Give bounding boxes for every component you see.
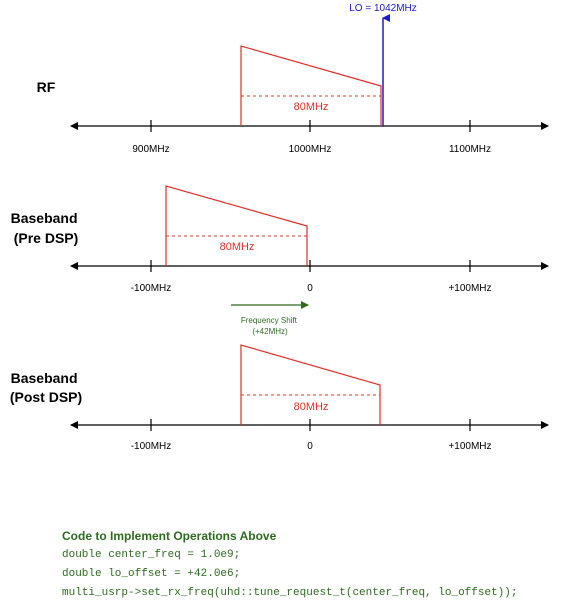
post-dsp-section: Baseband (Post DSP) -100MHz 0 +100MHz 80… bbox=[10, 344, 549, 452]
code-line: multi_usrp->set_rx_freq(uhd::tune_reques… bbox=[62, 587, 518, 599]
rf-tick-label-1000: 1000MHz bbox=[289, 144, 332, 155]
pre-dsp-label-line-2: (Pre DSP) bbox=[14, 230, 79, 246]
rf-tick-label-1100: 1100MHz bbox=[449, 144, 491, 155]
pre-dsp-tick-label-minus100: -100MHz bbox=[131, 283, 172, 294]
rf-spectrum-shape bbox=[240, 45, 382, 126]
shift-label: Frequency Shift (+42MHz) bbox=[241, 316, 299, 336]
rf-label-line: RF bbox=[37, 79, 56, 95]
code-block: Code to Implement Operations Above doubl… bbox=[62, 526, 562, 603]
pre-dsp-section: Baseband (Pre DSP) -100MHz 0 +100MHz 80M… bbox=[11, 185, 549, 294]
rf-tick-label-900: 900MHz bbox=[132, 144, 169, 155]
code-line: double lo_offset = +42.0e6; bbox=[62, 568, 241, 580]
rf-bandwidth-label: 80MHz bbox=[294, 101, 329, 113]
pre-dsp-bandwidth-label: 80MHz bbox=[220, 241, 255, 253]
rf-section: RF 900MHz 1000MHz 1100MHz 80MHz LO = 104… bbox=[37, 3, 549, 155]
pre-dsp-tick-label-plus100: +100MHz bbox=[448, 283, 491, 294]
frequency-shift: Frequency Shift (+42MHz) bbox=[231, 301, 309, 336]
shift-label-line-1: Frequency Shift bbox=[241, 316, 298, 325]
shift-label-line-2: (+42MHz) bbox=[252, 327, 288, 336]
rf-label: RF bbox=[37, 79, 56, 95]
code-title: Code to Implement Operations Above bbox=[62, 529, 277, 543]
post-dsp-label-line-1: Baseband bbox=[11, 370, 78, 386]
post-dsp-tick-label-zero: 0 bbox=[307, 441, 313, 452]
pre-dsp-spectrum-shape bbox=[165, 185, 308, 266]
pre-dsp-label-line-1: Baseband bbox=[11, 210, 78, 226]
post-dsp-label: Baseband (Post DSP) bbox=[10, 370, 82, 405]
post-dsp-label-line-2: (Post DSP) bbox=[10, 389, 82, 405]
post-dsp-spectrum-shape bbox=[240, 344, 381, 425]
post-dsp-bandwidth-label: 80MHz bbox=[294, 401, 329, 413]
post-dsp-tick-label-plus100: +100MHz bbox=[448, 441, 491, 452]
pre-dsp-tick-label-zero: 0 bbox=[307, 283, 313, 294]
post-dsp-tick-label-minus100: -100MHz bbox=[131, 441, 172, 452]
lo-label: LO = 1042MHz bbox=[349, 3, 417, 14]
code-line: double center_freq = 1.0e9; bbox=[62, 549, 241, 561]
pre-dsp-label: Baseband (Pre DSP) bbox=[11, 210, 82, 246]
